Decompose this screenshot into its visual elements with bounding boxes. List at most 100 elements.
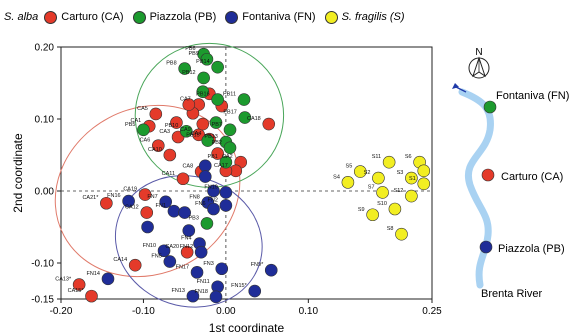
data-point: [417, 177, 431, 191]
y-tick-label: 0.10: [35, 115, 55, 126]
y-tick-label: -0.15: [31, 295, 54, 306]
data-point: [200, 217, 214, 230]
map-site-piazzola: [479, 240, 493, 254]
x-axis-label: 1st coordinate: [209, 321, 285, 335]
point-label: CA14: [113, 257, 127, 263]
point-label: PB13: [204, 134, 217, 140]
point-label: PB6: [185, 46, 195, 52]
point-label: FN2: [207, 197, 217, 203]
data-point: [178, 206, 191, 219]
data-point: [209, 116, 223, 129]
point-label: CA11: [162, 171, 175, 177]
point-label: CA4: [191, 131, 202, 137]
point-label: S9: [358, 207, 365, 213]
data-point: [238, 111, 252, 124]
point-label: CA6: [140, 138, 151, 144]
data-point: [207, 184, 220, 198]
point-label: FN7: [147, 194, 157, 200]
data-point: [138, 188, 152, 201]
north-label: N: [475, 47, 482, 58]
x-tick-label: 0.25: [422, 306, 442, 317]
legend-label-carturo: Carturo (CA): [61, 11, 124, 23]
point-label: S11: [372, 154, 381, 160]
data-point: [192, 128, 205, 142]
data-point: [141, 220, 154, 234]
point-label: S4: [333, 174, 340, 180]
data-point: [180, 124, 193, 138]
point-label: CA15*: [68, 288, 85, 294]
legend-label-piazzola: Piazzola (PB): [149, 11, 217, 23]
data-point: [163, 148, 177, 162]
point-label: FN17: [176, 264, 189, 270]
data-point: [159, 195, 173, 209]
data-point: [140, 206, 154, 219]
point-label: FN8: [189, 195, 199, 201]
legend-item-fontaniva: Fontaniva (FN): [225, 10, 316, 24]
point-label: FN1: [156, 203, 166, 209]
data-point: [128, 258, 142, 272]
point-label: S5: [346, 164, 353, 170]
river-path: [458, 88, 494, 289]
point-label: CA17: [214, 163, 228, 169]
point-label: PB1: [207, 154, 217, 160]
point-label: CA19: [123, 187, 137, 193]
map-label-carturo: Carturo (CA): [501, 171, 563, 183]
data-point: [72, 278, 86, 291]
data-point: [198, 159, 212, 173]
point-label: CA18: [247, 116, 261, 122]
legend-group-label: S. alba: [4, 11, 39, 23]
legend-item-piazzola: Piazzola (PB): [132, 10, 217, 24]
point-label: FN12: [180, 244, 193, 250]
point-label: PB3: [189, 215, 199, 221]
point-label: S3: [397, 170, 404, 176]
data-point: [170, 116, 183, 129]
point-label: PB9: [189, 51, 199, 57]
data-point: [163, 255, 177, 268]
data-point: [211, 147, 224, 160]
point-label: CA7: [180, 97, 191, 103]
point-label: PB14: [196, 59, 209, 65]
point-label: FN5: [151, 254, 161, 260]
point-label: FN6: [195, 201, 205, 207]
point-label: FN3: [203, 261, 213, 267]
point-label: FN11: [197, 279, 210, 285]
point-label: CA20: [165, 244, 179, 250]
data-point: [196, 85, 210, 98]
point-label: CA9: [180, 127, 191, 133]
point-label: CA8: [182, 164, 193, 170]
point-label: FN16: [107, 193, 120, 199]
point-label: PB10: [165, 123, 178, 129]
data-point: [167, 204, 181, 218]
data-point: [137, 123, 150, 137]
point-label: FN19: [204, 184, 217, 190]
data-point: [207, 202, 220, 216]
data-point: [180, 245, 194, 259]
river-map: N Fontaniva (FN) Carturo (CA) Piazzola (…: [452, 47, 569, 300]
data-point: [198, 170, 212, 183]
point-label: PB11: [223, 92, 236, 98]
data-point: [417, 164, 431, 178]
legend: S. alba Carturo (CA) Piazzola (PB) Fonta…: [4, 9, 414, 25]
point-label: CA3: [159, 129, 170, 135]
data-point: [405, 171, 418, 185]
point-label: FN15*: [231, 283, 247, 289]
point-label: S1: [409, 176, 416, 182]
point-label: S7: [368, 184, 375, 190]
point-label: FN18: [195, 289, 208, 295]
data-point: [353, 165, 367, 178]
data-point: [237, 93, 251, 106]
point-label: CA13*: [55, 277, 72, 283]
point-label: S10: [377, 201, 387, 207]
data-point: [182, 224, 196, 237]
data-point: [372, 171, 385, 185]
point-label: S2: [364, 170, 371, 176]
point-label: CA5: [137, 106, 148, 112]
point-label: FN14: [87, 271, 100, 277]
data-point: [85, 289, 98, 303]
data-point: [264, 263, 278, 277]
data-point: [405, 189, 418, 203]
legend-label-fragilis: S. fragilis (S): [341, 11, 405, 23]
legend-label-fontaniva: Fontaniva (FN): [242, 11, 316, 23]
legend-swatch-carturo: [44, 10, 58, 24]
